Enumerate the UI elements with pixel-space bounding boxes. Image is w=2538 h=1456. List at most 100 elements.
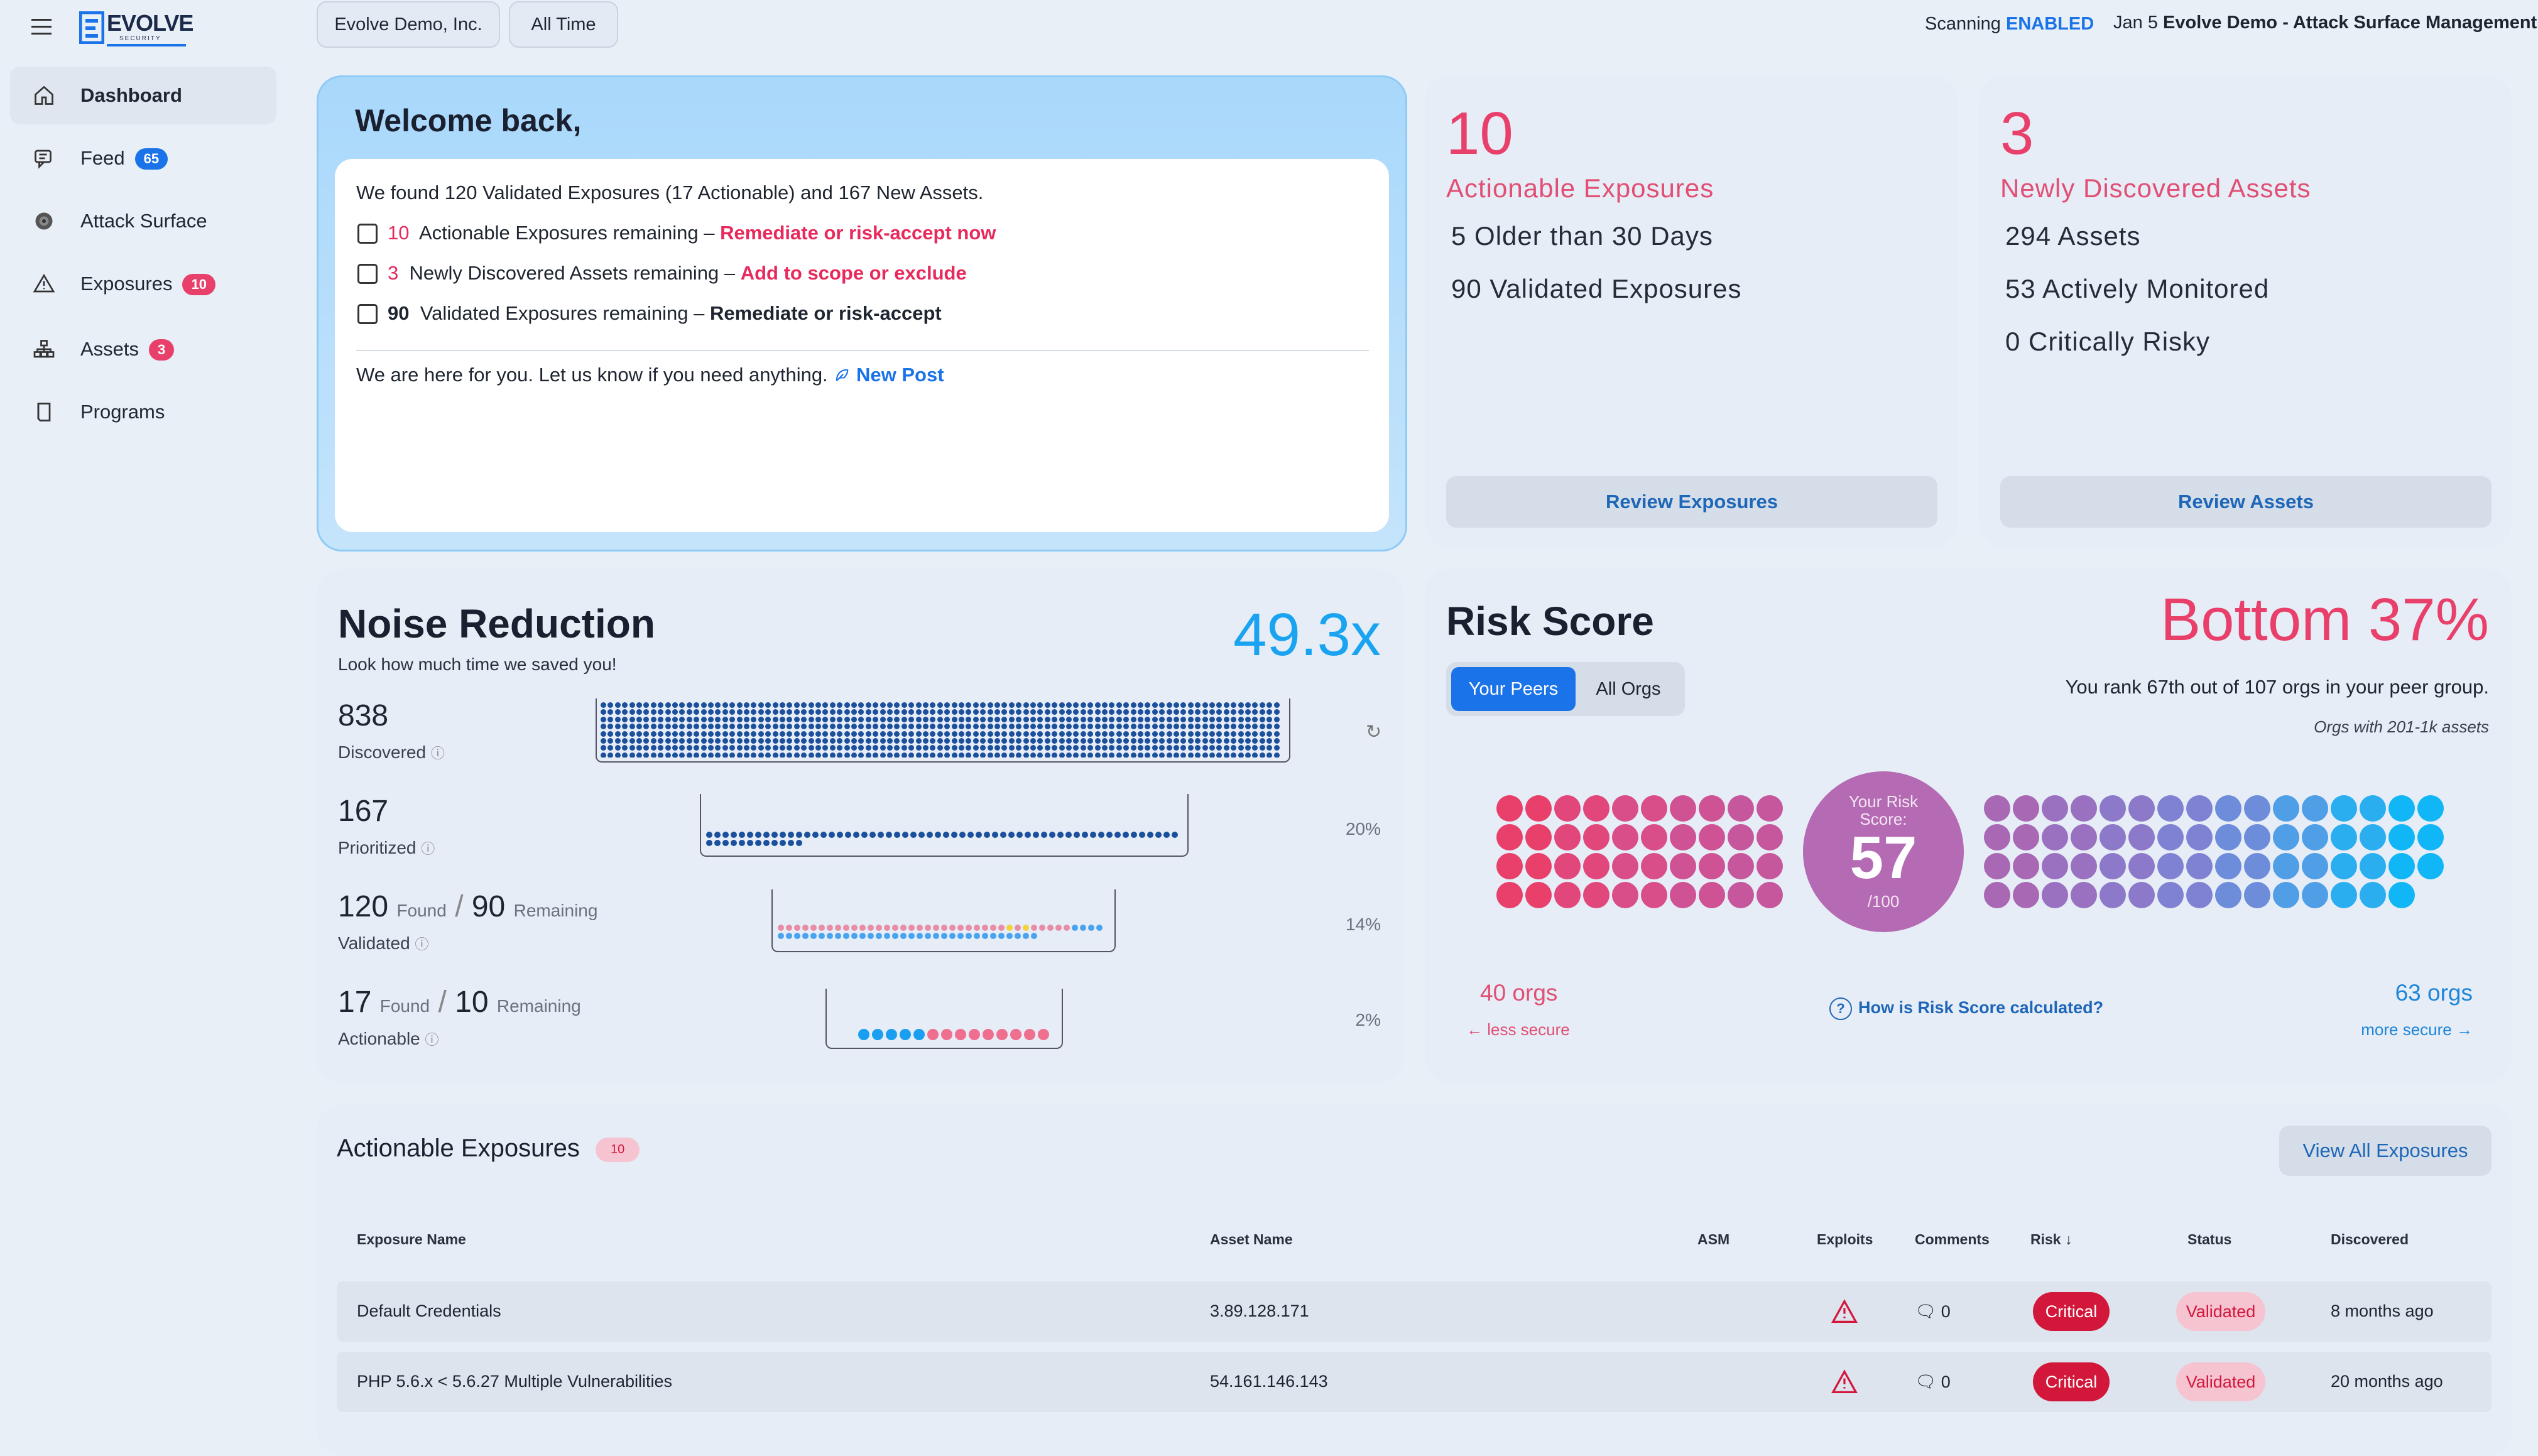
less-secure-org-dot	[1641, 853, 1667, 879]
sidebar-item-assets[interactable]: Assets 3	[10, 320, 276, 378]
discovered-dot	[1138, 738, 1143, 744]
validated-dot	[1023, 933, 1029, 939]
column-header-comments[interactable]: Comments	[1915, 1231, 1990, 1247]
menu-icon[interactable]	[31, 19, 52, 35]
discovered-dot	[1008, 738, 1015, 744]
discovered-dot	[715, 709, 721, 715]
info-icon[interactable]: ⓘ	[430, 746, 445, 761]
discovered-dot	[1216, 738, 1223, 744]
actionable-percent: 2%	[1355, 1010, 1381, 1030]
column-header-exploits[interactable]: Exploits	[1817, 1231, 1873, 1247]
discovered-dot	[1273, 738, 1280, 744]
info-icon[interactable]: ⓘ	[421, 841, 435, 857]
validated-dot	[876, 933, 882, 939]
sidebar-item-programs[interactable]: Programs	[10, 383, 276, 441]
discovered-dot	[729, 716, 736, 722]
evolve-logo[interactable]: EVOLVE SECURITY	[79, 10, 193, 46]
sidebar-item-dashboard[interactable]: Dashboard	[10, 67, 276, 124]
time-range-button[interactable]: All Time	[509, 1, 618, 48]
prioritized-dot	[1074, 832, 1080, 838]
info-icon[interactable]: ⓘ	[425, 1032, 439, 1048]
new-post-link[interactable]: New Post	[833, 364, 944, 386]
sidebar-item-feed[interactable]: Feed 65	[10, 129, 276, 187]
view-all-exposures-button[interactable]: View All Exposures	[2279, 1126, 2492, 1176]
discovered-dot	[780, 716, 785, 722]
sidebar-item-exposures[interactable]: Exposures 10	[10, 255, 276, 313]
discovered-dot	[601, 752, 606, 758]
sidebar-item-attack-surface[interactable]: Attack Surface	[10, 192, 276, 250]
logo-mark-icon	[79, 11, 104, 44]
refresh-icon[interactable]: ↻	[1366, 722, 1382, 742]
discovered-dot	[636, 752, 642, 758]
asset-name[interactable]: 54.161.146.143	[1210, 1372, 1328, 1391]
task-checkbox[interactable]	[357, 304, 378, 324]
discovered-dot	[1187, 709, 1194, 715]
column-header-risk[interactable]: Risk ↓	[2030, 1231, 2072, 1248]
risk-score-max: /100	[1867, 892, 1900, 911]
risk-help-link[interactable]: ? How is Risk Score calculated?	[1829, 997, 2103, 1020]
discovered-dot	[901, 724, 907, 730]
discovered-dot	[1087, 731, 1094, 737]
discovered-dot	[679, 738, 685, 744]
asset-name[interactable]: 3.89.128.171	[1210, 1301, 1309, 1320]
discovered-dot	[1223, 709, 1229, 715]
discovered-dot	[1052, 731, 1058, 737]
discovered-dot	[607, 738, 614, 744]
column-header-asm[interactable]: ASM	[1697, 1231, 1730, 1247]
more-secure-org-dot	[2244, 795, 2270, 822]
discovered-dot	[1174, 724, 1179, 730]
task-action-link[interactable]: Remediate or risk-accept now	[720, 222, 996, 244]
prioritized-dot	[959, 832, 966, 838]
discovered-dot	[1202, 731, 1208, 737]
task-action-link[interactable]: Remediate or risk-accept	[709, 302, 942, 324]
exposure-name[interactable]: PHP 5.6.x < 5.6.27 Multiple Vulnerabilit…	[357, 1372, 673, 1391]
discovered-dot	[1216, 745, 1223, 751]
prioritized-dot	[1000, 832, 1006, 838]
table-row[interactable]: Default Credentials 3.89.128.171 🗨 0 Cri…	[337, 1281, 2492, 1342]
column-header-discovered[interactable]: Discovered	[2331, 1231, 2409, 1247]
discovered-dot	[801, 702, 807, 708]
review-exposures-button[interactable]: Review Exposures	[1446, 476, 1937, 528]
discovered-dot	[1159, 752, 1165, 758]
discovered-dot	[1216, 731, 1223, 737]
discovered-dot	[751, 709, 757, 715]
tab-your-peers[interactable]: Your Peers	[1451, 667, 1576, 711]
discovered-dot	[887, 745, 893, 751]
discovered-dot	[837, 752, 843, 758]
task-checkbox[interactable]	[357, 264, 378, 284]
discovered-dot	[1073, 716, 1079, 722]
exposure-name[interactable]: Default Credentials	[357, 1301, 501, 1320]
discovered-dot	[793, 702, 800, 708]
task-checkbox[interactable]	[357, 224, 378, 244]
validated-dot	[884, 933, 890, 939]
review-assets-button[interactable]: Review Assets	[2000, 476, 2492, 528]
tab-all-orgs[interactable]: All Orgs	[1596, 678, 1661, 699]
discovered-dot	[1259, 724, 1265, 730]
prioritized-dot	[796, 840, 802, 846]
validated-dot	[843, 933, 849, 939]
discovered-dot	[1252, 745, 1258, 751]
info-icon[interactable]: ⓘ	[415, 937, 429, 952]
discovered-dot	[751, 724, 757, 730]
discovered-dot	[772, 745, 778, 751]
discovered-dot	[751, 702, 757, 708]
discovered-dot	[894, 745, 900, 751]
org-selector-button[interactable]: Evolve Demo, Inc.	[317, 1, 500, 48]
discovered-dot	[636, 731, 642, 737]
table-row[interactable]: PHP 5.6.x < 5.6.27 Multiple Vulnerabilit…	[337, 1352, 2492, 1412]
column-header-exposure-name[interactable]: Exposure Name	[357, 1231, 466, 1247]
discovered-dot	[780, 709, 785, 715]
discovered-dot	[1016, 724, 1022, 730]
task-action-link[interactable]: Add to scope or exclude	[740, 262, 967, 284]
column-header-status[interactable]: Status	[2187, 1231, 2232, 1247]
discovered-dot	[1008, 709, 1015, 715]
discovered-dot	[1266, 745, 1273, 751]
prioritized-dot	[927, 832, 933, 838]
discovered-dot	[930, 716, 936, 722]
discovered-dot	[686, 745, 692, 751]
more-secure-org-dot	[2100, 795, 2126, 822]
prioritized-dot	[747, 840, 753, 846]
discovered-dot	[901, 709, 907, 715]
discovered-dot	[751, 745, 757, 751]
column-header-asset-name[interactable]: Asset Name	[1210, 1231, 1293, 1247]
